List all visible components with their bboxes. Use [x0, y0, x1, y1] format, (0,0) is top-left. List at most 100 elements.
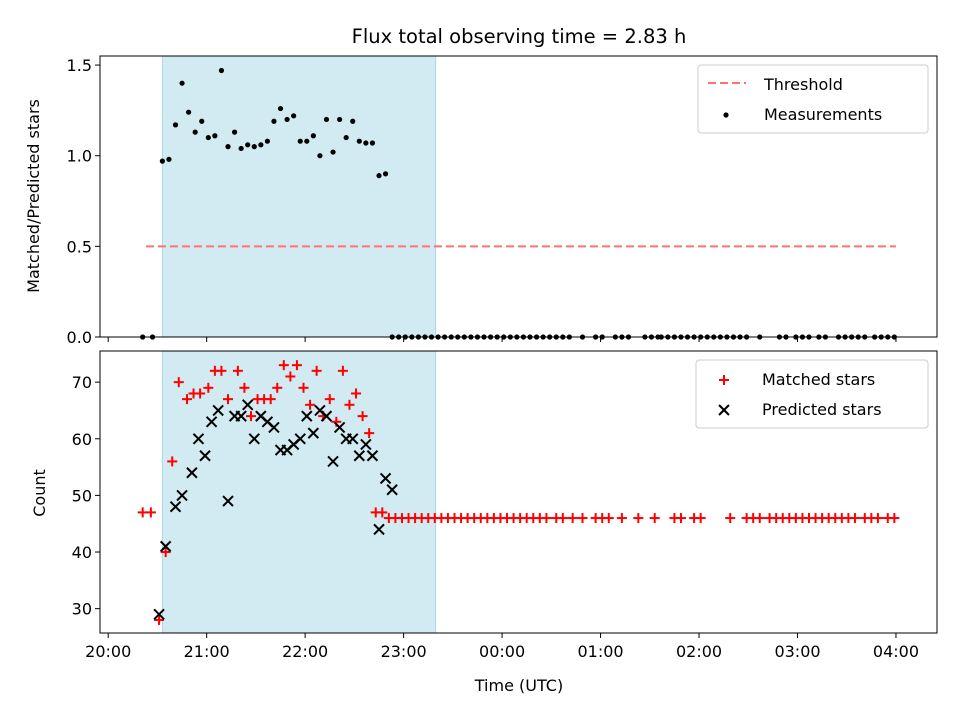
- predicted-point: [192, 433, 205, 445]
- matched-point: [357, 411, 368, 422]
- predicted-point: [212, 404, 224, 417]
- predicted-point: [186, 467, 198, 479]
- measurement-point: [245, 142, 251, 148]
- matched-point: [725, 513, 736, 524]
- predicted-point: [333, 421, 346, 434]
- matched-point: [364, 428, 375, 439]
- predicted-point: [373, 523, 385, 536]
- measurement-point: [297, 138, 303, 144]
- matched-point: [675, 513, 686, 524]
- measurement-point: [343, 134, 349, 141]
- y-tick-label: 0.5: [67, 237, 92, 256]
- matched-point: [567, 513, 578, 524]
- matched-point: [239, 382, 250, 393]
- predicted-point: [176, 489, 188, 502]
- matched-point: [245, 411, 256, 422]
- y-tick-label: 50: [72, 486, 92, 505]
- matched-point: [216, 365, 227, 376]
- predicted-point: [307, 427, 320, 439]
- predicted-point: [327, 455, 339, 468]
- predicted-point: [294, 433, 306, 445]
- measurement-point: [186, 109, 192, 115]
- matched-point: [754, 513, 765, 524]
- observing-span: [161, 55, 437, 338]
- matched-point: [324, 394, 335, 405]
- matched-point: [285, 371, 296, 382]
- measurement-point: [350, 118, 356, 124]
- measurement-point: [330, 149, 336, 155]
- measurement-point: [218, 67, 225, 74]
- matched-point: [203, 382, 214, 393]
- measurement-point: [284, 116, 290, 123]
- matched-point: [889, 513, 900, 524]
- matched-point: [278, 360, 289, 371]
- predicted-point: [366, 450, 379, 462]
- predicted-point: [199, 450, 211, 462]
- x-tick-label: 01:00: [578, 642, 624, 661]
- measurement-point: [199, 118, 205, 124]
- x-axis-label: Time (UTC): [474, 676, 563, 695]
- predicted-point: [205, 416, 218, 428]
- matched-point: [195, 388, 206, 399]
- legend-box: [697, 64, 929, 134]
- measurement-point: [363, 140, 369, 146]
- x-tick-label: 04:00: [873, 642, 919, 661]
- matched-point: [272, 382, 283, 393]
- predicted-point: [320, 410, 333, 422]
- matched-point: [377, 507, 388, 518]
- matched-point: [154, 614, 165, 625]
- measurement-point: [310, 133, 316, 139]
- measurement-point: [271, 118, 277, 124]
- measurement-point: [172, 122, 179, 128]
- predicted-point: [353, 450, 366, 462]
- matched-point: [311, 365, 322, 376]
- measurement-point: [205, 134, 211, 141]
- measurement-point: [238, 145, 244, 152]
- x-tick-label: 20:00: [85, 642, 131, 661]
- measurement-point: [258, 142, 264, 148]
- measurement-point: [159, 158, 165, 164]
- y-tick-label: 60: [72, 430, 92, 449]
- matched-point: [557, 513, 568, 524]
- measurement-point: [225, 144, 231, 150]
- y-tick-label: 70: [72, 373, 92, 392]
- matched-point: [849, 513, 860, 524]
- measurement-point: [251, 144, 257, 150]
- matched-point: [223, 394, 234, 405]
- matched-point: [603, 513, 614, 524]
- legend: Threshold Measurements: [697, 64, 929, 134]
- predicted-point: [153, 608, 165, 621]
- matched-point: [541, 513, 552, 524]
- matched-point: [160, 547, 171, 558]
- predicted-point: [248, 433, 260, 445]
- bottom-panel: 30 40 50 60 70 20:00 21:00 22:00 23:00 00:00 01:00…: [72, 350, 938, 661]
- matched-point: [337, 365, 348, 376]
- y-tick-label: 1.5: [67, 56, 92, 75]
- matched-point: [298, 382, 309, 393]
- x-tick-label: 21:00: [184, 642, 230, 661]
- measurement-point: [212, 133, 218, 139]
- legend-label: Threshold: [763, 75, 843, 94]
- measurement-point: [376, 173, 382, 179]
- legend-label: Measurements: [764, 105, 882, 124]
- predicted-point: [222, 495, 234, 507]
- y-tick-label: 0.0: [67, 328, 92, 347]
- matched-point: [167, 456, 178, 467]
- measurement-point: [323, 116, 330, 123]
- y-tick-label: 40: [72, 543, 92, 562]
- matched-legend-icon: [719, 375, 729, 385]
- matched-point: [616, 513, 627, 524]
- measurement-point: [192, 129, 198, 135]
- matched-point: [872, 513, 883, 524]
- predicted-point: [386, 484, 398, 496]
- measurement-point: [179, 80, 185, 86]
- predicted-legend-icon: [718, 404, 730, 416]
- x-tick-label: 00:00: [479, 642, 525, 661]
- matched-point: [305, 399, 316, 410]
- matched-point: [291, 360, 302, 371]
- measurement-point: [277, 105, 284, 112]
- predicted-point: [360, 438, 372, 451]
- predicted-point: [159, 540, 172, 553]
- axes-frame: [99, 55, 938, 338]
